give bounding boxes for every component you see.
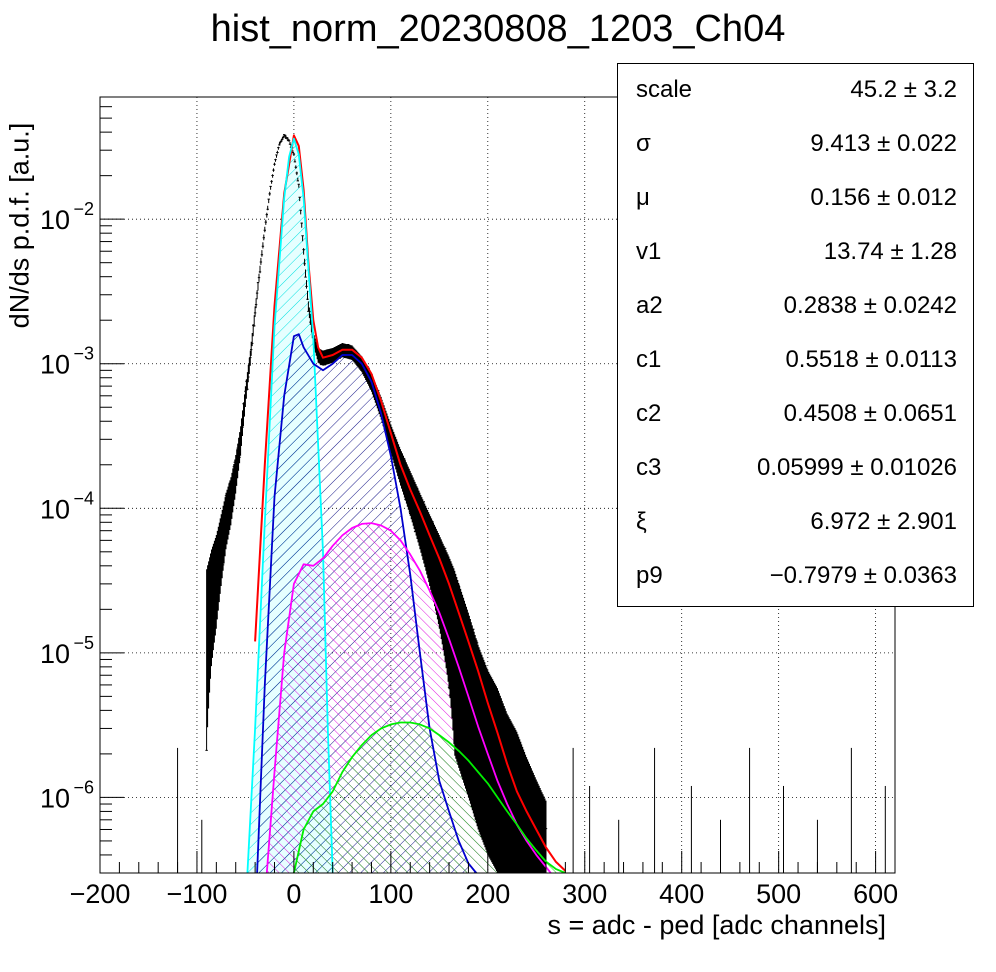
- fit-curves: [246, 134, 567, 873]
- stat-name: c2: [636, 400, 662, 427]
- x-tick-label: −100: [167, 879, 228, 909]
- stats-row: ξ 6.972 ± 2.901: [618, 496, 973, 550]
- stats-row: p9 −0.7979 ± 0.0363: [618, 550, 973, 604]
- stat-value: −0.7979 ± 0.0363: [769, 562, 957, 589]
- x-tick-label: 0: [286, 879, 301, 909]
- y-tick-exponent: −4: [73, 488, 94, 508]
- stat-name: c3: [636, 454, 662, 481]
- x-tick-label: 500: [756, 879, 801, 909]
- y-tick-exponent: −3: [73, 344, 94, 364]
- stat-name: ξ: [636, 508, 647, 535]
- histogram-series: [177, 134, 886, 873]
- stat-value: 9.413 ± 0.022: [810, 130, 957, 157]
- stats-row: scale 45.2 ± 3.2: [618, 64, 973, 118]
- stat-value: 45.2 ± 3.2: [850, 76, 957, 103]
- y-axis-label: dN/ds p.d.f. [a.u.]: [4, 122, 35, 329]
- x-tick-label: −200: [70, 879, 131, 909]
- y-tick-label: 10: [40, 205, 70, 235]
- total-fit-line: [254, 134, 567, 872]
- stats-row: c2 0.4508 ± 0.0651: [618, 388, 973, 442]
- y-tick-label: 10: [40, 494, 70, 524]
- x-tick-label: 600: [853, 879, 898, 909]
- component-line: [293, 721, 566, 873]
- stat-value: 13.74 ± 1.28: [823, 238, 957, 265]
- stat-name: μ: [636, 184, 650, 211]
- x-tick-label: 100: [368, 879, 413, 909]
- y-tick-exponent: −5: [73, 633, 94, 653]
- stat-value: 0.2838 ± 0.0242: [783, 292, 957, 319]
- stat-name: v1: [636, 238, 662, 265]
- y-tick-label: 10: [40, 639, 70, 669]
- fit-stats-box: scale 45.2 ± 3.2 σ 9.413 ± 0.022 μ 0.156 ± …: [617, 63, 974, 607]
- stats-row: c1 0.5518 ± 0.0113: [618, 334, 973, 388]
- stats-row: σ 9.413 ± 0.022: [618, 118, 973, 172]
- stat-value: 0.05999 ± 0.01026: [756, 454, 957, 481]
- stats-row: a2 0.2838 ± 0.0242: [618, 280, 973, 334]
- y-tick-label: 10: [40, 783, 70, 813]
- stat-name: scale: [636, 76, 693, 103]
- y-tick-exponent: −6: [73, 777, 94, 797]
- component-line: [265, 522, 552, 873]
- y-tick-label: 10: [40, 350, 70, 380]
- stat-name: σ: [636, 130, 651, 157]
- x-axis-label: s = adc - ped [adc channels]: [547, 910, 886, 940]
- y-tick-exponent: −2: [73, 199, 94, 219]
- stats-row: c3 0.05999 ± 0.01026: [618, 442, 973, 496]
- stats-row: μ 0.156 ± 0.012: [618, 172, 973, 226]
- stat-name: c1: [636, 346, 662, 373]
- component-line: [256, 333, 477, 873]
- x-tick-label: 300: [562, 879, 607, 909]
- chart-title: hist_norm_20230808_1203_Ch04: [210, 8, 786, 50]
- stats-row: v1 13.74 ± 1.28: [618, 226, 973, 280]
- stat-value: 0.4508 ± 0.0651: [783, 400, 957, 427]
- stat-name: a2: [636, 292, 663, 319]
- x-tick-label: 400: [659, 879, 704, 909]
- stat-name: p9: [636, 562, 663, 589]
- component-line: [246, 137, 334, 873]
- stat-value: 0.5518 ± 0.0113: [785, 346, 957, 373]
- x-tick-label: 200: [465, 879, 510, 909]
- stat-value: 0.156 ± 0.012: [810, 184, 957, 211]
- stat-value: 6.972 ± 2.901: [810, 508, 957, 535]
